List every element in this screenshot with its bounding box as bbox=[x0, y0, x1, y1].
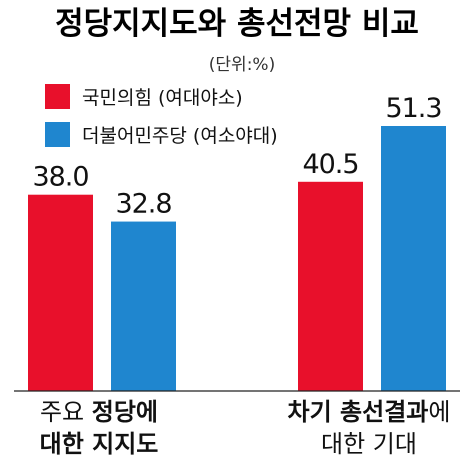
category-label-0-line2: 대한 지지도 bbox=[40, 430, 159, 458]
legend: 국민의힘 (여대야소) 더불어민주당 (여소야대) bbox=[45, 84, 278, 147]
legend-swatch-dpk bbox=[45, 122, 70, 147]
value-label-series1-cat1: 51.3 bbox=[385, 93, 441, 124]
category-label-1-line2: 대한 기대 bbox=[321, 430, 417, 458]
value-label-series0-cat1: 40.5 bbox=[302, 149, 358, 180]
category-label-0-line1-bold: 정당에 bbox=[92, 398, 158, 426]
bar-series1-cat0 bbox=[111, 221, 176, 391]
value-labels: 38.0 40.5 32.8 51.3 bbox=[32, 93, 442, 220]
chart-title: 정당지지도와 총선전망 비교 bbox=[55, 6, 419, 42]
value-label-series0-cat0: 38.0 bbox=[32, 162, 88, 193]
unit-label: (단위:%) bbox=[209, 55, 275, 75]
value-label-series1-cat0: 32.8 bbox=[115, 189, 171, 220]
category-label-0-line1-normal: 주요 bbox=[40, 398, 92, 426]
category-labels: 주요 정당에 대한 지지도 차기 총선결과에 대한 기대 bbox=[40, 398, 451, 458]
legend-label-dpk: 더불어민주당 (여소야대) bbox=[82, 125, 278, 147]
legend-label-ppp: 국민의힘 (여대야소) bbox=[82, 87, 243, 109]
bar-series0-cat0 bbox=[28, 194, 93, 391]
category-label-1-line1-tail: 에 bbox=[428, 398, 450, 426]
category-label-0-line1: 주요 정당에 bbox=[40, 398, 158, 426]
category-label-1-line1-bold: 차기 총선결과 bbox=[288, 398, 429, 426]
legend-swatch-ppp bbox=[45, 84, 70, 109]
bar-series1-cat1 bbox=[381, 126, 446, 391]
bar-series0-cat1 bbox=[298, 181, 363, 391]
category-label-1-line1: 차기 총선결과에 bbox=[288, 398, 451, 426]
bars bbox=[28, 126, 446, 391]
